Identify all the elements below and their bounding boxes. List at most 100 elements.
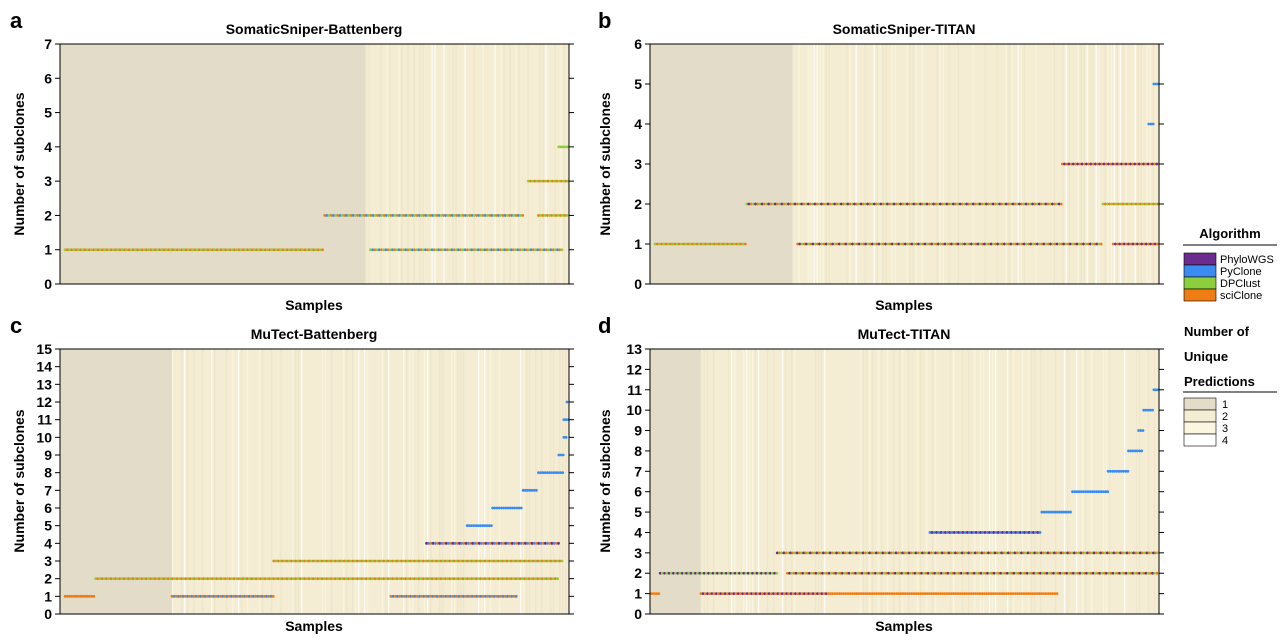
point-sciclone <box>495 594 498 598</box>
point-dpclust <box>336 559 339 563</box>
point-dpclust <box>1064 242 1068 246</box>
point-sciclone <box>895 592 898 596</box>
point-phylowgs <box>738 571 741 575</box>
sample-stripe <box>540 349 543 614</box>
point-sciclone <box>908 242 912 246</box>
point-sciclone <box>362 214 366 217</box>
plot-frame-c <box>59 348 570 615</box>
point-dpclust <box>525 559 529 563</box>
point-pyclone <box>433 541 437 545</box>
point-dpclust <box>688 242 692 246</box>
point-sciclone <box>171 577 175 581</box>
point-phylowgs <box>1118 571 1121 575</box>
point-dpclust <box>147 577 150 581</box>
point-phylowgs <box>960 551 964 555</box>
point-sciclone <box>550 214 554 217</box>
point-sciclone <box>369 214 373 217</box>
point-sciclone <box>704 242 708 246</box>
sample-stripe <box>1035 44 1037 284</box>
point-dpclust <box>1017 551 1021 555</box>
point-sciclone <box>910 592 914 596</box>
point-phylowgs <box>1140 242 1144 246</box>
y-tick-label: 4 <box>44 139 52 155</box>
point-sciclone <box>360 559 364 563</box>
sample-stripe <box>939 44 941 284</box>
point-dpclust <box>850 202 854 206</box>
point-sciclone <box>765 592 769 596</box>
point-sciclone <box>537 179 541 183</box>
point-sciclone <box>817 551 821 555</box>
point-sciclone <box>1147 202 1151 206</box>
point-phylowgs <box>491 541 494 545</box>
point-sciclone <box>919 592 922 596</box>
point-phylowgs <box>1012 571 1016 575</box>
point-phylowgs <box>464 541 468 545</box>
point-dpclust <box>989 202 993 206</box>
point-dpclust <box>886 242 890 246</box>
point-dpclust <box>512 559 515 563</box>
sample-stripe <box>1039 349 1042 614</box>
point-dpclust <box>744 571 748 575</box>
point-phylowgs <box>802 592 806 596</box>
point-dpclust <box>1044 551 1048 555</box>
point-dpclust <box>235 577 238 581</box>
sample-stripe <box>784 349 787 614</box>
point-dpclust <box>1090 551 1094 555</box>
point-pyclone <box>1021 531 1024 534</box>
point-sciclone <box>906 592 909 596</box>
point-dpclust <box>408 248 412 252</box>
point-sciclone <box>184 577 188 581</box>
point-sciclone <box>175 594 178 598</box>
point-sciclone <box>811 551 814 555</box>
point-sciclone <box>162 248 166 252</box>
point-sciclone <box>695 242 699 246</box>
point-sciclone <box>961 242 964 246</box>
y-tick-label: 11 <box>37 412 52 428</box>
point-pyclone <box>999 531 1002 534</box>
point-sciclone <box>259 577 262 581</box>
point-sciclone <box>338 577 342 581</box>
point-dpclust <box>1034 571 1038 575</box>
point-sciclone <box>881 592 885 596</box>
point-sciclone <box>855 592 859 596</box>
point-sciclone <box>868 242 872 246</box>
point-sciclone <box>263 594 266 598</box>
point-sciclone <box>835 202 839 206</box>
point-phylowgs <box>871 242 874 246</box>
point-sciclone <box>131 248 135 252</box>
point-dpclust <box>90 248 93 252</box>
point-sciclone <box>1151 242 1155 246</box>
point-sciclone <box>987 592 991 596</box>
point-sciclone <box>347 577 350 581</box>
sample-stripe <box>434 44 436 284</box>
point-dpclust <box>824 202 828 206</box>
point-dpclust <box>1025 242 1028 246</box>
point-sciclone <box>435 559 438 563</box>
panel-title-d: MuTect-TITAN <box>858 326 951 342</box>
point-dpclust <box>932 242 936 246</box>
point-dpclust <box>191 577 194 581</box>
legend-label-sciclone: sciClone <box>1220 290 1262 302</box>
point-sciclone <box>802 202 806 206</box>
point-phylowgs <box>838 242 841 246</box>
point-sciclone <box>721 242 725 246</box>
point-pyclone <box>495 506 499 510</box>
point-dpclust <box>1133 571 1137 575</box>
point-pyclone <box>1138 449 1141 453</box>
point-dpclust <box>450 559 454 563</box>
sample-stripe <box>1005 44 1007 284</box>
point-sciclone <box>903 551 907 555</box>
point-sciclone <box>931 571 934 575</box>
point-phylowgs <box>732 592 736 596</box>
point-phylowgs <box>848 551 852 555</box>
sample-stripe <box>351 349 354 614</box>
point-pyclone <box>955 531 958 534</box>
y-tick-label: 12 <box>36 394 52 410</box>
point-sciclone <box>888 202 892 206</box>
point-sciclone <box>778 551 781 555</box>
point-dpclust <box>454 248 458 252</box>
point-sciclone <box>452 559 456 563</box>
sample-stripe <box>754 349 757 614</box>
sample-stripe <box>879 44 881 284</box>
